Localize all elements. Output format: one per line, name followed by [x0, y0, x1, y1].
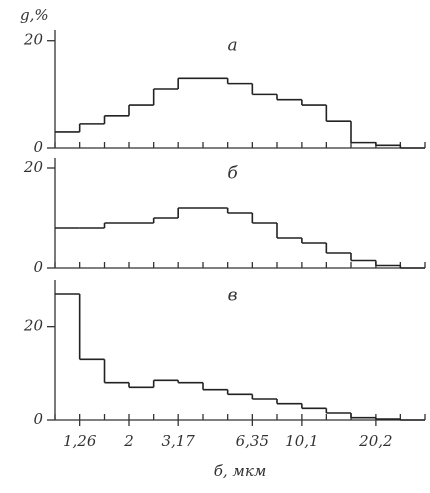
x-axis-label: б, мкм	[214, 462, 267, 480]
x-tick-label: 20,2	[358, 432, 392, 450]
x-tick-label: 3,17	[161, 432, 195, 450]
x-tick-label: 1,26	[63, 432, 97, 450]
panel-label: а	[228, 36, 238, 56]
panel-label: б	[227, 164, 238, 184]
y-tick-label: 0	[33, 258, 43, 276]
panel-label: в	[228, 286, 238, 306]
y-tick-label: 20	[23, 317, 44, 335]
y-tick-label: 20	[23, 31, 44, 49]
x-tick-label: 6,35	[236, 432, 269, 450]
x-tick-label: 10,1	[285, 432, 318, 450]
y-tick-label: 0	[33, 410, 43, 428]
y-axis-label: g,%	[20, 6, 49, 24]
y-tick-label: 20	[23, 158, 44, 176]
y-tick-label: 0	[33, 138, 43, 156]
x-tick-label: 2	[123, 432, 134, 450]
